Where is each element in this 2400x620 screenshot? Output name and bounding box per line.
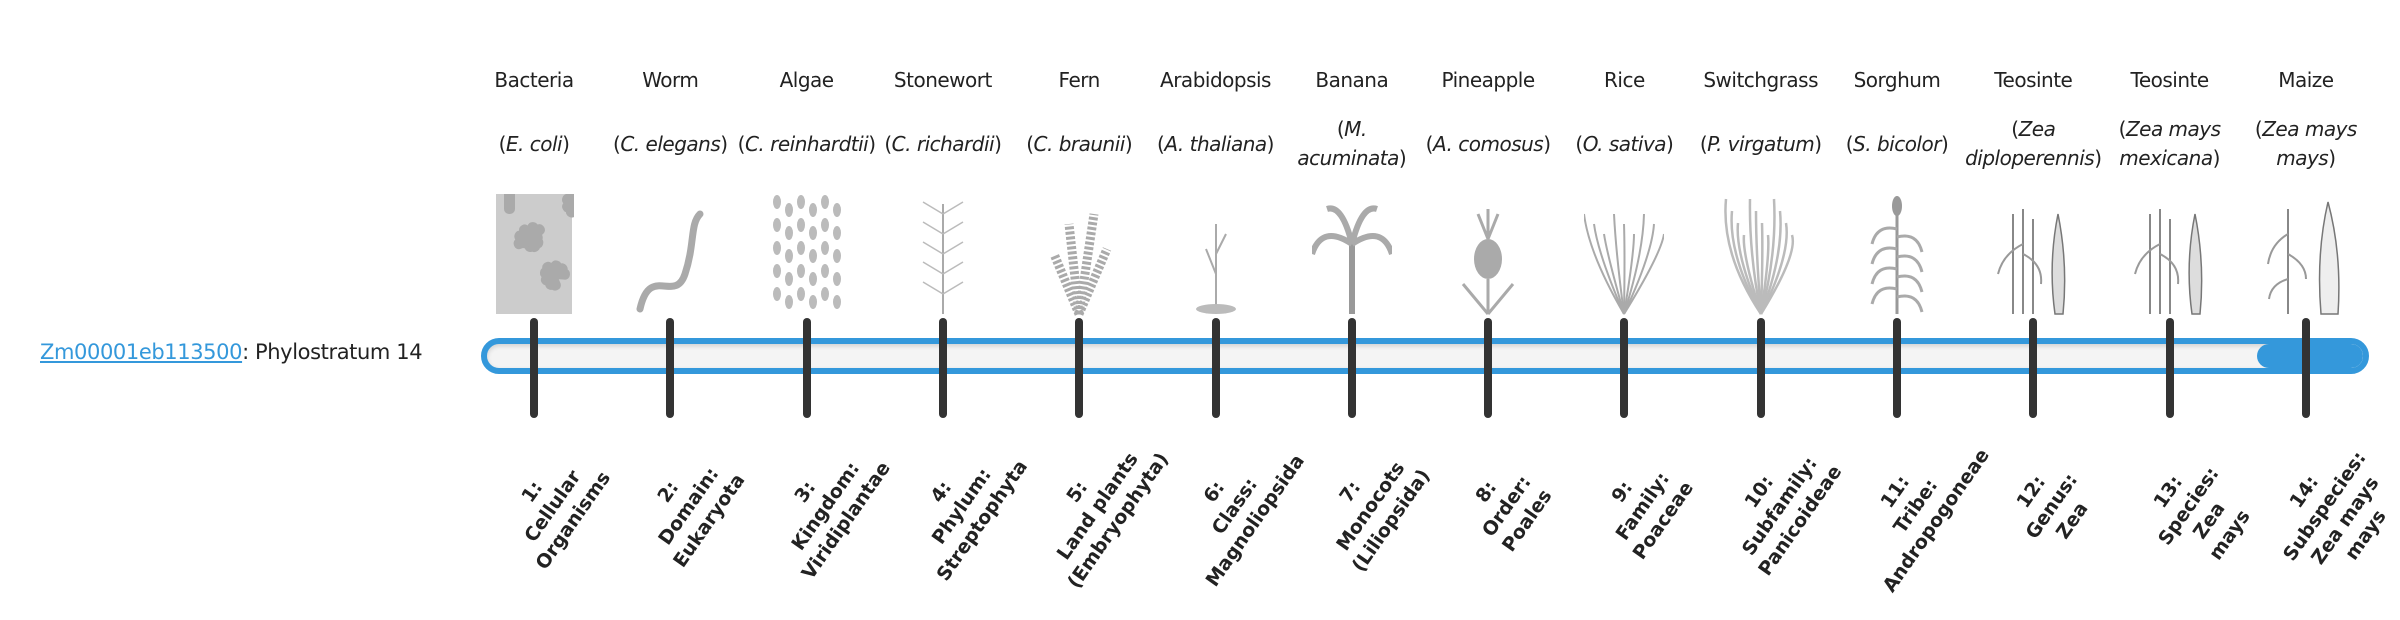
phylostratum-tick bbox=[1211, 318, 1220, 418]
teosinte-icon bbox=[1963, 188, 2103, 316]
organism-common-name: Teosinte bbox=[2130, 68, 2210, 92]
phylostratum-text: : Phylostratum 14 bbox=[242, 340, 423, 364]
phylostratum-label: 7: Monocots (Liliopsida) bbox=[1286, 407, 1456, 606]
organism-common-name: Fern bbox=[1058, 68, 1101, 92]
organism-column: Switchgrass (P. virgatum) bbox=[1691, 60, 1831, 316]
phylostratum-tick bbox=[1893, 318, 1901, 418]
organism-column: Rice (O. sativa) bbox=[1554, 60, 1694, 316]
organism-common-name: Worm bbox=[642, 68, 699, 92]
organism-column: Arabidopsis (A. thaliana) bbox=[1146, 60, 1286, 316]
phylostratum-label: 5: Land plants (Embryophyta) bbox=[1013, 407, 1183, 606]
phylostratum-label: 3: Kingdom: Viridiplantae bbox=[741, 407, 911, 606]
stonewort-icon bbox=[873, 188, 1013, 316]
phylostratum-label: 14: Subspecies: Zea mays mays bbox=[2240, 407, 2400, 620]
organism-scientific-name: (C. braunii) bbox=[1026, 131, 1133, 156]
phylostratum-tick bbox=[2301, 318, 2310, 418]
organism-scientific-name: (S. bicolor) bbox=[1845, 131, 1949, 156]
organism-common-name: Stonewort bbox=[893, 68, 992, 92]
organism-scientific-name: (O. sativa) bbox=[1575, 131, 1674, 156]
organism-scientific-name: (M. acuminata) bbox=[1297, 117, 1407, 170]
gene-id-link[interactable]: Zm00001eb113500 bbox=[40, 340, 243, 364]
banana-icon bbox=[1282, 188, 1422, 316]
organism-column: Sorghum (S. bicolor) bbox=[1827, 60, 1967, 316]
organism-column: Bacteria (E. coli) bbox=[464, 60, 604, 316]
maize-icon bbox=[2236, 188, 2376, 316]
phylostratum-tick bbox=[1075, 318, 1084, 418]
phylostratum-progress-bar bbox=[481, 338, 2369, 374]
algae-icon bbox=[737, 188, 877, 316]
organism-column: Algae (C. reinhardtii) bbox=[737, 60, 877, 316]
phylostratum-tick bbox=[1484, 318, 1493, 418]
phylostratum-label: 6: Class: Magnoliopsida bbox=[1149, 407, 1319, 606]
organism-scientific-name: (Zea mays mexicana) bbox=[2118, 117, 2221, 170]
phylostratum-tick bbox=[666, 318, 675, 418]
phylostratum-tick bbox=[530, 318, 538, 418]
organism-common-name: Teosinte bbox=[1994, 68, 2073, 92]
organism-common-name: Bacteria bbox=[494, 68, 574, 92]
organism-column: Teosinte (Zea diploperennis) bbox=[1963, 60, 2103, 316]
organism-column: Maize (Zea mays mays) bbox=[2236, 60, 2376, 316]
phylostratum-label: 12: Genus: Zea bbox=[1967, 407, 2137, 606]
organism-common-name: Banana bbox=[1315, 68, 1389, 92]
organism-scientific-name: (P. virgatum) bbox=[1699, 131, 1822, 156]
organism-column: Fern (C. braunii) bbox=[1009, 60, 1149, 316]
organism-scientific-name: (C. reinhardtii) bbox=[737, 131, 876, 156]
phylostratum-label: 2: Domain: Eukaryota bbox=[604, 407, 774, 606]
organism-column: Stonewort (C. richardii) bbox=[873, 60, 1013, 316]
phylostratum-label: 10: Subfamily: Panicoideae bbox=[1695, 407, 1865, 606]
organism-scientific-name: (C. elegans) bbox=[613, 131, 728, 156]
pineapple-icon bbox=[1418, 188, 1558, 316]
organism-scientific-name: (Zea diploperennis) bbox=[1965, 117, 2102, 170]
organism-scientific-name: (Zea mays mays) bbox=[2254, 117, 2357, 170]
arabidopsis-icon bbox=[1146, 188, 1286, 316]
phylostratum-tick bbox=[2029, 318, 2038, 418]
organism-common-name: Sorghum bbox=[1853, 68, 1941, 92]
phylostratum-fill bbox=[2256, 344, 2363, 368]
phylostratum-label: 4: Phylum: Streptophyta bbox=[877, 407, 1047, 606]
organism-scientific-name: (E. coli) bbox=[498, 131, 570, 156]
phylostratum-tick bbox=[2165, 318, 2174, 418]
phylostratum-tick bbox=[1620, 318, 1629, 418]
gene-phylostratum-label: Zm00001eb113500: Phylostratum 14 bbox=[40, 340, 423, 364]
organism-scientific-name: (A. comosus) bbox=[1425, 131, 1551, 156]
bacteria-icon bbox=[464, 188, 604, 316]
phylostratum-label: 11: Tribe: Andropogoneae bbox=[1831, 407, 2001, 606]
organism-common-name: Arabidopsis bbox=[1160, 68, 1271, 92]
organism-column: Pineapple (A. comosus) bbox=[1418, 60, 1558, 316]
phylostratum-tick bbox=[1347, 318, 1356, 418]
organism-common-name: Rice bbox=[1604, 68, 1645, 92]
phylostratum-tick bbox=[802, 318, 811, 418]
phylostratum-label: 13: Species: Zea mays bbox=[2104, 407, 2295, 620]
teosinte-icon bbox=[2100, 188, 2240, 316]
organism-scientific-name: (C. richardii) bbox=[884, 131, 1002, 156]
organism-common-name: Algae bbox=[779, 68, 835, 92]
worm-icon bbox=[600, 188, 740, 316]
phylostratum-label: 9: Family: Poaceae bbox=[1558, 407, 1728, 606]
sorghum-icon bbox=[1827, 188, 1967, 316]
organism-column: Worm (C. elegans) bbox=[600, 60, 740, 316]
rice-icon bbox=[1554, 188, 1694, 316]
organism-column: Teosinte (Zea mays mexicana) bbox=[2100, 60, 2240, 316]
organism-column: Banana (M. acuminata) bbox=[1282, 60, 1422, 316]
phylostratum-label: 1: Cellular Organisms bbox=[468, 407, 638, 606]
phylostratum-label: 8: Order: Poales bbox=[1422, 407, 1592, 606]
organism-common-name: Pineapple bbox=[1441, 68, 1536, 92]
organism-common-name: Maize bbox=[2278, 68, 2334, 92]
organism-common-name: Switchgrass bbox=[1703, 68, 1818, 92]
organism-scientific-name: (A. thaliana) bbox=[1157, 131, 1274, 156]
phylostratum-tick bbox=[1756, 318, 1765, 418]
phylostratum-tick bbox=[938, 318, 947, 418]
switchgrass-icon bbox=[1691, 188, 1831, 316]
fern-icon bbox=[1009, 188, 1149, 316]
